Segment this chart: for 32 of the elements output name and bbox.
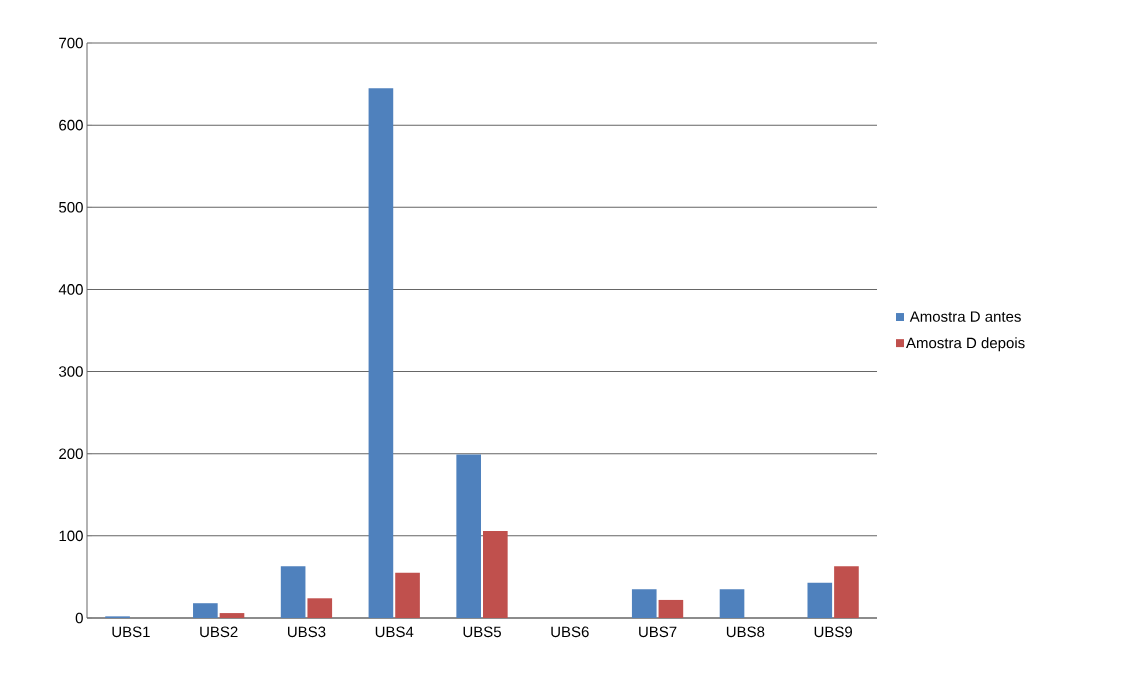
- legend-label: Amostra D depois: [906, 337, 1025, 352]
- x-tick-label: UBS7: [639, 626, 677, 638]
- bar: [631, 589, 657, 618]
- bar: [368, 88, 394, 618]
- x-tick-label: UBS4: [375, 626, 414, 638]
- bar: [834, 566, 859, 618]
- x-tick-label: UBS1: [112, 626, 150, 638]
- x-tick-label: UBS3: [288, 626, 326, 638]
- bar: [807, 582, 833, 618]
- y-tick-label: 500: [59, 201, 83, 213]
- bar: [193, 603, 218, 618]
- bar: [280, 566, 306, 618]
- legend-label: Amostra D antes: [909, 311, 1021, 322]
- x-tick-label: UBS2: [200, 626, 238, 638]
- bar: [219, 613, 245, 618]
- y-tick-label: 600: [59, 119, 83, 131]
- x-tick-label: UBS6: [551, 626, 589, 638]
- y-tick-label: 700: [59, 37, 83, 49]
- y-tick-label: 400: [58, 284, 83, 295]
- y-tick-label: 0: [75, 612, 83, 624]
- bar: [719, 589, 745, 618]
- y-tick-label: 100: [59, 530, 83, 542]
- bar: [483, 530, 508, 618]
- y-tick-label: 300: [59, 366, 83, 377]
- x-tick-label: UBS8: [726, 626, 765, 638]
- x-tick-label: UBS5: [463, 626, 501, 638]
- bar: [395, 572, 420, 618]
- x-tick-label: UBS9: [814, 626, 852, 638]
- bar: [307, 598, 333, 618]
- bar: [658, 599, 684, 618]
- bar: [456, 454, 482, 618]
- y-tick-label: 200: [59, 448, 83, 460]
